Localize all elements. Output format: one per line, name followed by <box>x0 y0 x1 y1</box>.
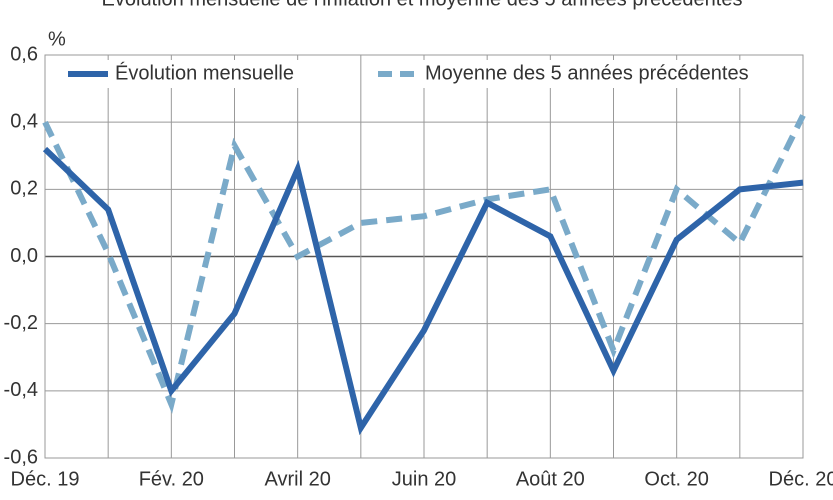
y-tick-label: 0,2 <box>10 178 38 200</box>
plot-border <box>44 54 804 459</box>
y-tick-label: 0,4 <box>10 110 38 132</box>
x-tick-label: Fév. 20 <box>139 468 204 490</box>
y-tick-label: 0,0 <box>10 245 38 267</box>
y-tick-label: -0,2 <box>4 312 38 334</box>
x-tick-label: Oct. 20 <box>644 468 708 490</box>
series-line <box>42 114 806 414</box>
x-tick-label: Avril 20 <box>265 468 331 490</box>
legend-label: Moyenne des 5 années précédentes <box>425 62 749 84</box>
x-tick-label: Déc. 20 <box>769 468 833 490</box>
y-tick-label: -0,4 <box>4 379 38 401</box>
y-tick-label: -0,6 <box>4 446 38 468</box>
legend-bg <box>374 60 784 88</box>
x-tick-label: Août 20 <box>516 468 585 490</box>
legend-label: Évolution mensuelle <box>115 61 294 84</box>
series-line <box>42 146 804 436</box>
x-tick-label: Juin 20 <box>392 468 457 490</box>
chart-title: Évolution mensuelle de l'inflation et mo… <box>102 0 743 10</box>
y-tick-label: 0,6 <box>10 43 38 65</box>
x-tick-label: Déc. 19 <box>11 468 80 490</box>
y-unit: % <box>48 28 66 50</box>
